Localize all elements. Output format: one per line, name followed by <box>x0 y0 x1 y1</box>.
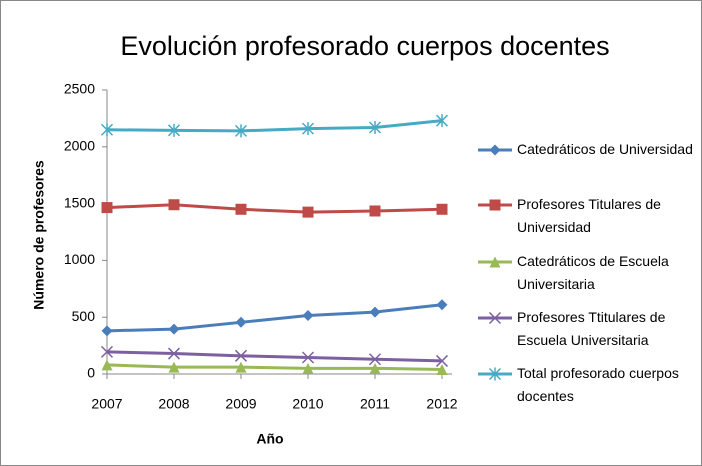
series-line <box>106 350 443 363</box>
x-tick-label: 2011 <box>360 396 390 412</box>
marker <box>168 361 180 373</box>
marker <box>488 367 502 381</box>
x-axis-title: Año <box>256 431 283 447</box>
marker <box>489 256 501 268</box>
marker <box>234 349 248 362</box>
marker <box>168 323 180 335</box>
marker <box>488 311 502 325</box>
y-tick-label: 1000 <box>64 251 95 267</box>
marker <box>489 144 501 156</box>
marker <box>368 353 382 366</box>
y-tick-label: 1500 <box>64 194 95 210</box>
legend-label: Profesores Ttitulares de Escuela Univers… <box>517 309 666 348</box>
chart-title: Evolución profesorado cuerpos docentes <box>120 31 609 61</box>
series-line <box>106 203 443 214</box>
legend-label: Catedráticos de Escuela Universitaria <box>517 253 669 292</box>
legend-label: Catedráticos de Universidad <box>517 141 693 157</box>
marker <box>167 347 181 360</box>
marker <box>302 309 314 321</box>
marker <box>368 120 382 134</box>
marker <box>436 363 448 375</box>
x-tick-label: 2007 <box>91 396 122 412</box>
marker <box>369 306 381 318</box>
marker <box>235 316 247 328</box>
y-tick-label: 0 <box>87 365 95 381</box>
marker <box>301 122 315 136</box>
marker <box>369 362 381 374</box>
marker <box>302 362 314 374</box>
marker <box>235 203 247 215</box>
marker <box>235 361 247 373</box>
marker <box>101 325 113 337</box>
legend-label: Total profesorado cuerpos docentes <box>517 365 679 404</box>
series-line <box>106 119 443 133</box>
x-tick-label: 2008 <box>158 396 189 412</box>
marker <box>100 123 114 137</box>
marker <box>101 202 113 214</box>
marker <box>302 206 314 218</box>
series-line <box>106 303 443 333</box>
marker <box>234 124 248 138</box>
marker <box>435 354 449 367</box>
marker <box>369 205 381 217</box>
marker <box>100 345 114 358</box>
y-tick-label: 2500 <box>64 81 95 97</box>
marker <box>301 351 315 364</box>
marker <box>436 299 448 311</box>
marker <box>101 359 113 371</box>
x-tick-label: 2012 <box>426 396 457 412</box>
marker <box>168 199 180 211</box>
y-tick-label: 500 <box>72 308 96 324</box>
y-axis-title: Número de profesores <box>31 160 47 310</box>
marker <box>435 114 449 128</box>
marker <box>436 203 448 215</box>
series-line <box>106 363 443 371</box>
marker <box>489 199 501 211</box>
x-tick-label: 2009 <box>225 396 256 412</box>
legend-label: Profesores Titulares de Universidad <box>517 196 661 235</box>
x-tick-label: 2010 <box>292 396 323 412</box>
y-tick-label: 2000 <box>64 138 95 154</box>
marker <box>167 123 181 137</box>
